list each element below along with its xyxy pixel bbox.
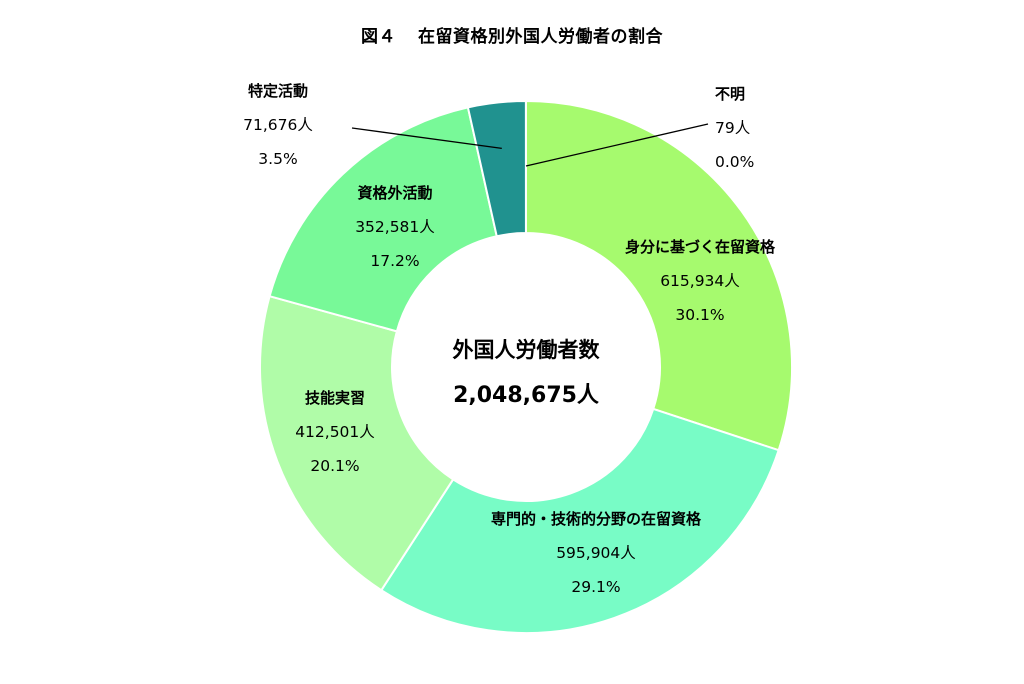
- label-percent-shikakugai: 17.2%: [370, 252, 419, 270]
- label-count-ginou: 412,501人: [295, 423, 375, 441]
- center-label: 外国人労働者数: [453, 338, 601, 362]
- label-name-senmon: 専門的・技術的分野の在留資格: [491, 510, 702, 528]
- label-count-fumei: 79人: [715, 119, 750, 137]
- labels-group: 身分に基づく在留資格 615,934人 30.1% 専門的・技術的分野の在留資格 595…: [243, 82, 776, 596]
- leader-line-fumei: [525, 123, 709, 167]
- slice-ginou: [259, 294, 455, 592]
- chart-title: 図４ 在留資格別外国人労働者の割合: [0, 22, 1024, 47]
- label-percent-ginou: 20.1%: [310, 457, 359, 475]
- leader-lines: [351, 123, 709, 167]
- label-count-mibun: 615,934人: [660, 272, 740, 290]
- leader-line-tokutei: [351, 127, 502, 149]
- slice-senmon: [379, 407, 780, 634]
- label-count-tokutei: 71,676人: [243, 116, 313, 134]
- title-text: 在留資格別外国人労働者の割合: [418, 27, 663, 47]
- center-value: 2,048,675人: [453, 383, 599, 408]
- label-name-fumei: 不明: [715, 85, 745, 103]
- label-count-senmon: 595,904人: [556, 544, 636, 562]
- label-name-ginou: 技能実習: [305, 389, 365, 407]
- slice-mibun: [525, 99, 793, 452]
- label-name-shikakugai: 資格外活動: [357, 184, 432, 202]
- slice-shikakugai: [268, 106, 498, 333]
- label-percent-fumei: 0.0%: [715, 153, 754, 171]
- label-percent-tokutei: 3.5%: [258, 150, 297, 168]
- figure-number: 図４: [361, 27, 396, 47]
- label-name-mibun: 身分に基づく在留資格: [625, 238, 776, 256]
- slices-group: [259, 99, 793, 634]
- label-count-shikakugai: 352,581人: [355, 218, 435, 236]
- label-name-tokutei: 特定活動: [248, 82, 308, 100]
- label-percent-mibun: 30.1%: [675, 306, 724, 324]
- label-percent-senmon: 29.1%: [571, 578, 620, 596]
